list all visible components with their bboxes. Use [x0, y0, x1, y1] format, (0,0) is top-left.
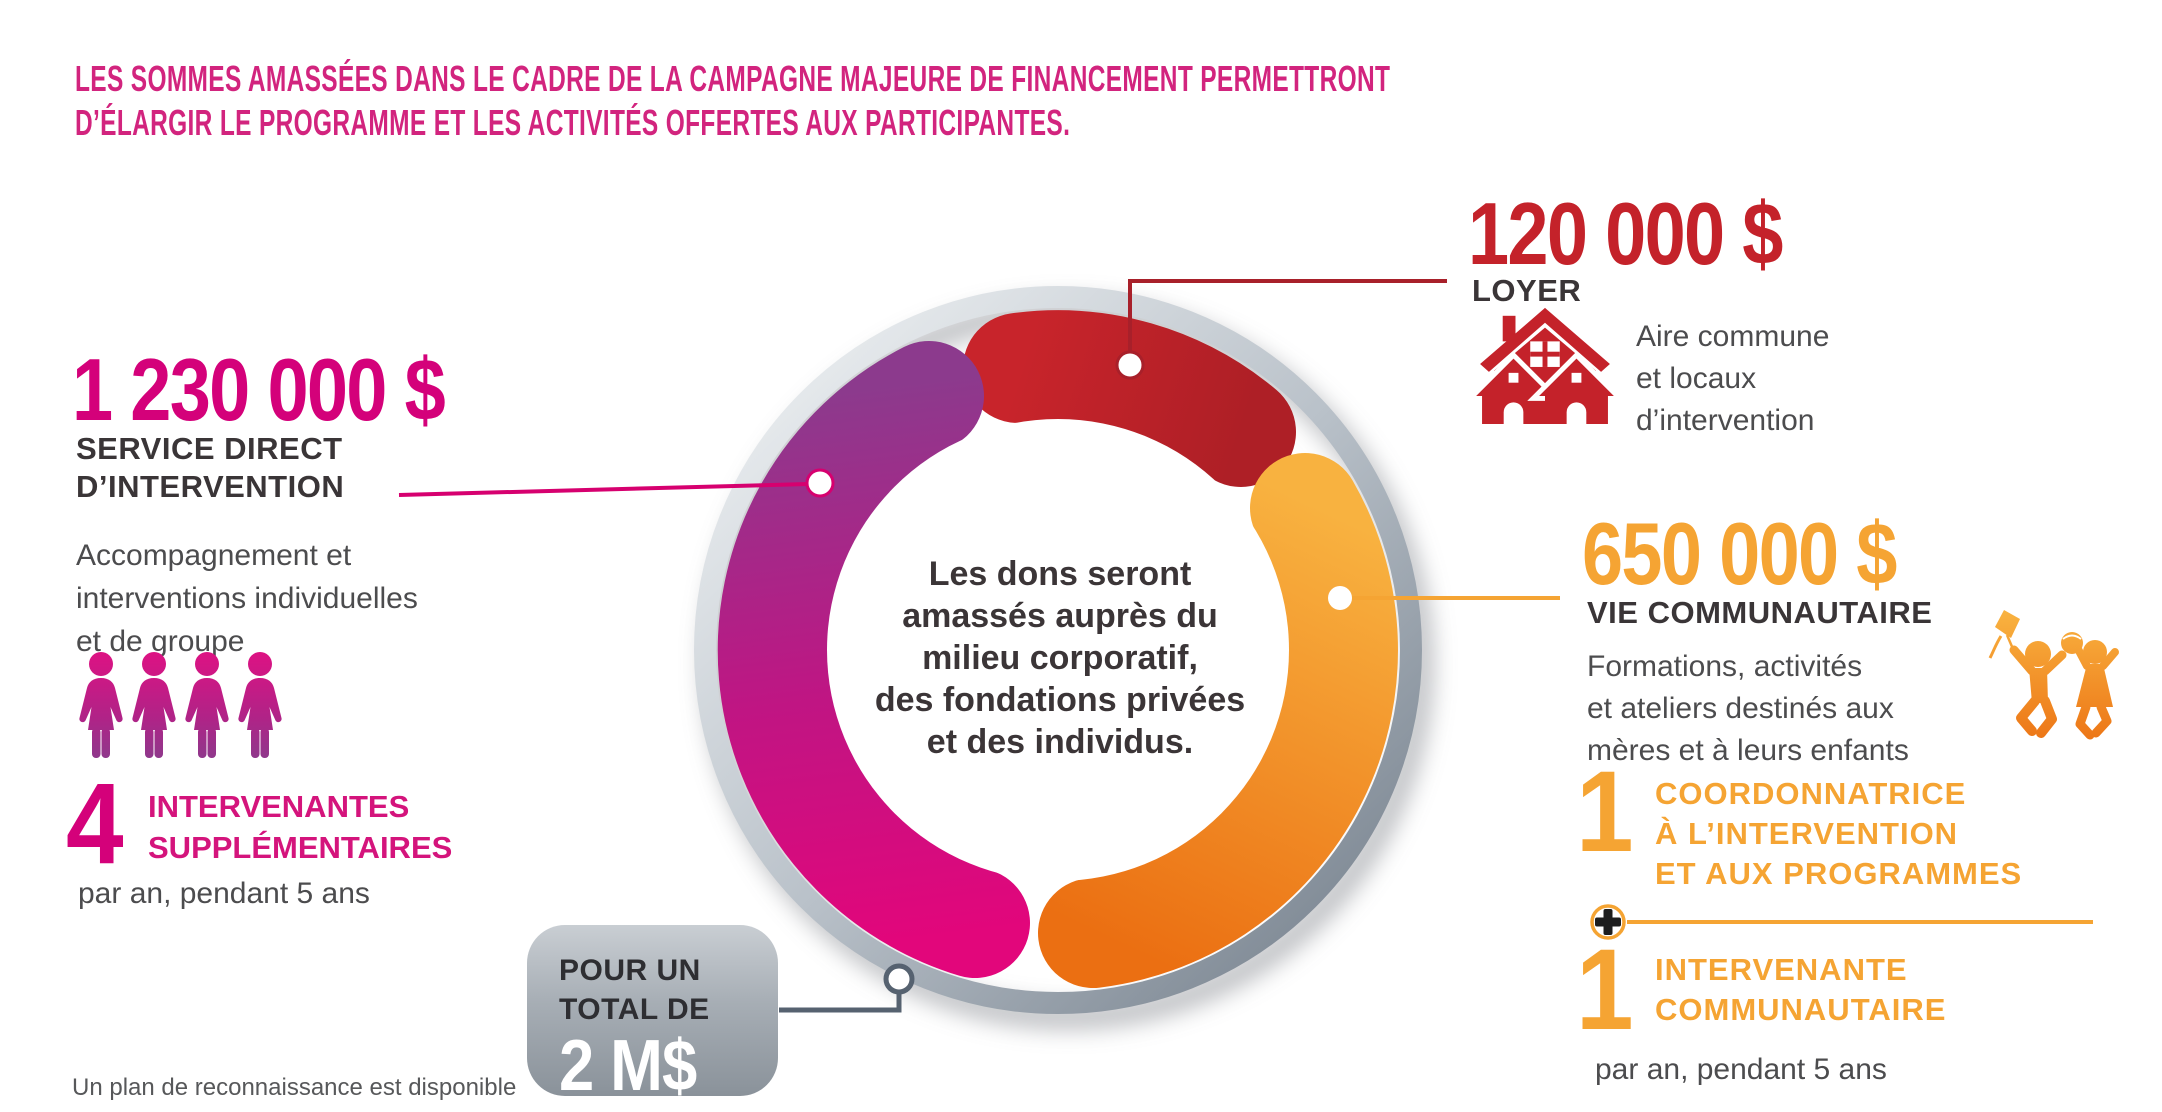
- amount-loyer: 120 000 $: [1468, 184, 1783, 283]
- children-playing-icon: [1988, 610, 2119, 740]
- woman-icon: [238, 652, 282, 758]
- house-icon: [1476, 307, 1614, 424]
- connector-line-total: [779, 991, 902, 1013]
- connector-dot-vie: [1328, 586, 1352, 610]
- total-line2: TOTAL DE: [559, 993, 710, 1026]
- count-role2: 1: [1576, 926, 1634, 1054]
- note-roles: par an, pendant 5 ans: [1595, 1053, 1887, 1086]
- count-role1: 1: [1576, 748, 1634, 876]
- desc-service: Accompagnement et interventions individu…: [76, 539, 418, 658]
- label-role1: COORDONNATRICE À L’INTERVENTION ET AUX P…: [1655, 776, 2023, 891]
- note-service: par an, pendant 5 ans: [78, 877, 370, 910]
- label-vie: VIE COMMUNAUTAIRE: [1587, 595, 1933, 630]
- page-title-line1: LES SOMMES AMASSÉES DANS LE CADRE DE LA …: [75, 58, 1391, 99]
- connector-line-service: [398, 482, 809, 497]
- center-line: milieu corporatif,: [922, 639, 1198, 677]
- count-service: 4: [66, 760, 124, 888]
- center-line: et des individus.: [926, 723, 1194, 761]
- connector-line-loyer: [1128, 279, 1447, 352]
- donut-segment-service: [717, 341, 1030, 978]
- desc-vie: Formations, activités et ateliers destin…: [1587, 650, 1909, 767]
- connector-dot-loyer: [1115, 350, 1145, 380]
- connector-dot-total: [883, 963, 915, 995]
- women-icons: [79, 652, 282, 758]
- total-amount: 2 M$: [559, 1026, 697, 1106]
- count-label-service: INTERVENANTES SUPPLÉMENTAIRES: [148, 789, 453, 865]
- page-title-line2: D’ÉLARGIR LE PROGRAMME ET LES ACTIVITÉS …: [75, 102, 1071, 143]
- center-line: Les dons seront: [928, 555, 1192, 593]
- donut-outer-ring: [694, 286, 1422, 1014]
- woman-icon: [79, 652, 123, 758]
- woman-icon: [132, 652, 176, 758]
- footnote: Un plan de reconnaissance est disponible: [72, 1074, 517, 1101]
- desc-loyer: Aire commune et locaux d’intervention: [1636, 320, 1830, 437]
- donut-center: [827, 419, 1289, 881]
- page-title: LES SOMMES AMASSÉES DANS LE CADRE DE LA …: [75, 57, 2009, 145]
- total-line1: POUR UN: [559, 954, 701, 987]
- label-service: SERVICE DIRECT D’INTERVENTION: [76, 431, 345, 504]
- amount-vie: 650 000 $: [1582, 504, 1897, 603]
- connector-dot-service: [805, 468, 835, 498]
- center-line: des fondations privées: [874, 681, 1246, 719]
- donut-segment-vie: [1038, 453, 1398, 988]
- center-line: amassés auprès du: [902, 597, 1218, 635]
- label-loyer: LOYER: [1472, 273, 1582, 308]
- donut-center-text: Les dons seront amassés auprès du milieu…: [838, 553, 1282, 763]
- woman-icon: [185, 652, 229, 758]
- label-role2: INTERVENANTE COMMUNAUTAIRE: [1655, 952, 1947, 1027]
- total-box: POUR UN TOTAL DE 2 M$: [527, 925, 778, 1103]
- plus-icon: [1590, 904, 1626, 940]
- amount-service: 1 230 000 $: [72, 340, 446, 439]
